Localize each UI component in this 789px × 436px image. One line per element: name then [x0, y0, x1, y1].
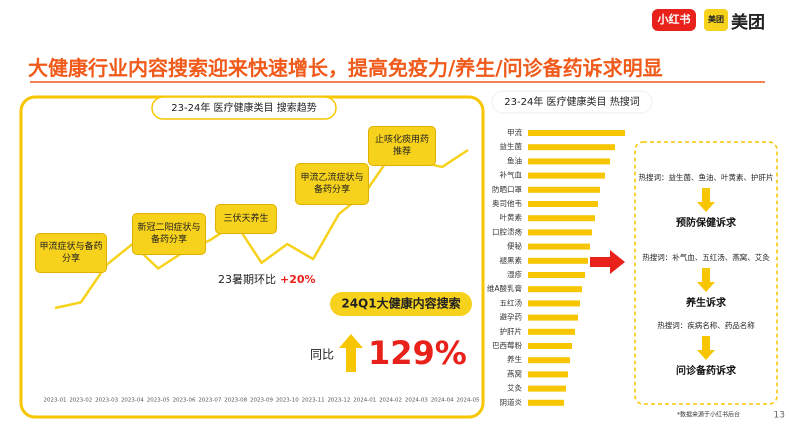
- bar: [528, 201, 598, 207]
- bar: [528, 144, 615, 151]
- x-tick-label: 2023-03: [95, 398, 118, 404]
- bar: [528, 229, 592, 236]
- line-title: 23-24年 医疗健康类目 搜索趋势: [171, 101, 316, 114]
- y-tick-label: 防晒口罩: [492, 184, 522, 194]
- need: 问诊备药诉求: [676, 364, 737, 377]
- yoy-value: 129%: [368, 334, 467, 372]
- annotation: 甲流症状与备药分享: [35, 233, 107, 273]
- y-tick-label: 燕窝: [507, 368, 522, 378]
- x-tick-label: 2024-05: [457, 398, 480, 404]
- annotation: 甲流乙流症状与备药分享: [295, 163, 369, 205]
- annotation: 止咳化痰用药推荐: [368, 126, 436, 166]
- red-arrow: [590, 250, 625, 274]
- bar: [528, 215, 595, 222]
- x-tick-label: 2023-11: [302, 398, 325, 404]
- x-tick-label: 2023-01: [44, 398, 67, 404]
- source: *数据来源于小红书后台: [677, 411, 740, 419]
- page-number: 13: [774, 411, 785, 421]
- x-tick-label: 2024-03: [405, 398, 428, 404]
- y-tick-label: 巴西莓粉: [492, 340, 522, 350]
- need: 养生诉求: [685, 296, 727, 309]
- x-tick-label: 2023-10: [276, 398, 299, 404]
- y-tick-label: 艾灸: [507, 383, 522, 393]
- keywords: 热搜词：疾病名称、药品名称: [657, 320, 755, 330]
- y-tick-label: 奥司他韦: [492, 198, 522, 208]
- x-tick-label: 2023-12: [327, 398, 350, 404]
- logo-xhs: 小红书: [652, 9, 696, 31]
- y-tick-label: 叶黄素: [500, 212, 523, 222]
- x-tick-label: 2023-08: [224, 398, 247, 404]
- y-tick-label: 护肝片: [500, 326, 523, 336]
- bar: [528, 371, 568, 378]
- x-tick-label: 2024-04: [431, 398, 454, 404]
- summer-note-value: +20%: [280, 273, 316, 286]
- slide-title: 大健康行业内容搜索迎来快速增长，提高免疫力/养生/问诊备药诉求明显: [28, 56, 663, 80]
- x-tick-label: 2023-07: [198, 398, 221, 404]
- bar: [528, 186, 600, 193]
- keywords: 热搜词：益生菌、鱼油、叶黄素、护肝片: [639, 172, 774, 182]
- bar: [528, 328, 575, 335]
- keywords: 热搜词：补气血、五红汤、燕窝、艾灸: [642, 252, 770, 262]
- up-arrow: [339, 334, 363, 372]
- bar: [528, 399, 564, 406]
- y-tick-label: 甲流: [507, 127, 522, 137]
- down-arrow: [697, 188, 715, 212]
- bar-title: 23-24年 医疗健康类目 热搜词: [504, 95, 639, 108]
- y-tick-label: 养生: [507, 354, 522, 364]
- y-tick-label: 避孕药: [500, 312, 523, 322]
- bar: [528, 314, 578, 321]
- annotation: 新冠二阳症状与备药分享: [132, 213, 206, 255]
- y-tick-label: 褪黑素: [500, 255, 523, 265]
- y-tick-label: 阴道炎: [500, 397, 523, 407]
- y-tick-label: 鱼油: [507, 155, 522, 165]
- bar: [528, 357, 570, 364]
- x-tick-label: 2023-09: [250, 398, 273, 404]
- logo-mt-icon: 美团: [704, 9, 728, 31]
- y-tick-label: 维A酸乳膏: [487, 283, 523, 293]
- bar: [528, 243, 590, 250]
- bar: [528, 300, 580, 307]
- bar: [528, 158, 610, 165]
- down-arrow: [697, 268, 715, 292]
- y-tick-label: 益生菌: [500, 141, 523, 151]
- bar: [528, 343, 572, 349]
- yoy-prefix: 同比: [310, 348, 334, 362]
- x-tick-label: 2023-06: [173, 398, 196, 404]
- bar: [528, 130, 625, 136]
- bar: [528, 286, 582, 293]
- logo-mt: 美团: [731, 13, 765, 33]
- y-tick-label: 便秘: [507, 241, 522, 251]
- need: 预防保健诉求: [676, 216, 737, 229]
- y-tick-label: 口腔溃疡: [492, 226, 522, 236]
- x-tick-label: 2024-02: [379, 398, 402, 404]
- bar: [528, 257, 588, 264]
- x-tick-label: 2024-01: [353, 398, 376, 404]
- bar: [528, 385, 566, 392]
- bar-title-pill: [491, 90, 653, 114]
- x-tick-label: 2023-04: [121, 398, 144, 404]
- summer-note: 23暑期环比: [218, 273, 276, 286]
- highlight-label: 24Q1大健康内容搜索: [341, 296, 460, 311]
- y-tick-label: 五红汤: [500, 297, 523, 307]
- x-tick-label: 2023-05: [147, 398, 170, 404]
- annotation: 三伏天养生: [215, 204, 277, 234]
- y-tick-label: 补气血: [500, 170, 523, 180]
- y-tick-label: 湿疹: [507, 269, 522, 279]
- right-panel: [634, 141, 778, 405]
- bar: [528, 172, 605, 179]
- bar: [528, 272, 585, 278]
- down-arrow: [697, 336, 715, 360]
- highlight-pill: [330, 292, 472, 316]
- x-tick-label: 2023-02: [69, 398, 92, 404]
- line-title-pill: [151, 96, 337, 120]
